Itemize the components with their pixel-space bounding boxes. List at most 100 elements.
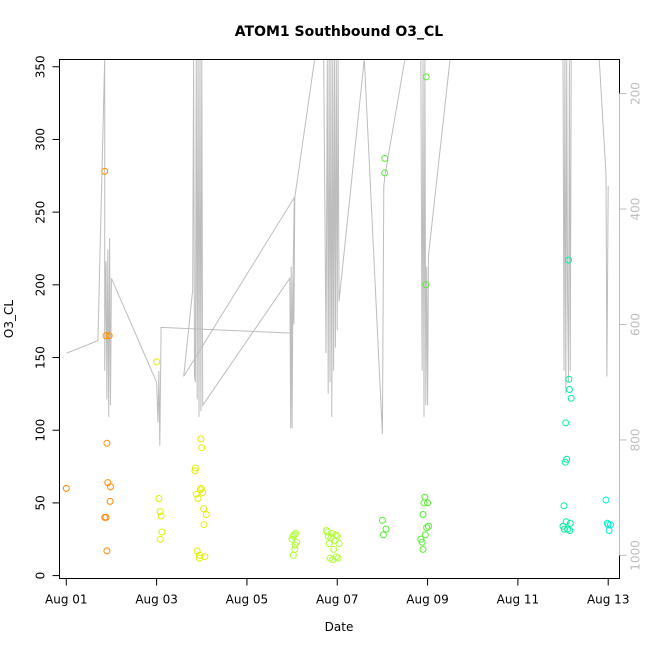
right-y-tick-label: 1000 xyxy=(629,540,643,571)
right-axis-line-series xyxy=(66,59,609,446)
scatter-point xyxy=(105,332,113,340)
scatter-point xyxy=(565,256,572,264)
scatter-point xyxy=(192,490,200,498)
scatter-point xyxy=(567,394,575,402)
scatter-point xyxy=(191,464,199,472)
scatter-point xyxy=(191,467,199,475)
scatter-point xyxy=(381,154,389,162)
scatter-point xyxy=(422,281,430,289)
scatter-point xyxy=(156,508,164,516)
scatter-point xyxy=(423,524,431,532)
scatter-point xyxy=(334,554,342,562)
right-y-tick-label: 400 xyxy=(629,198,643,221)
scatter-point xyxy=(328,529,336,537)
scatter-point xyxy=(103,547,111,555)
y-tick-label: 100 xyxy=(34,419,48,442)
x-axis-label: Date xyxy=(325,620,354,634)
scatter-point xyxy=(382,525,390,533)
x-tick-label: Aug 13 xyxy=(587,593,630,607)
right-y-tick-label: 600 xyxy=(629,313,643,336)
scatter-point xyxy=(605,527,613,534)
y-axis-right: 200 400 600 800 1000 xyxy=(619,82,643,571)
scatter-point xyxy=(202,511,210,518)
y-tick-label: 0 xyxy=(34,572,48,580)
scatter-point xyxy=(200,505,208,513)
x-tick-label: Aug 05 xyxy=(226,593,269,607)
scatter-point xyxy=(562,518,570,526)
y-tick-label: 50 xyxy=(34,495,48,510)
y-tick-label: 200 xyxy=(34,273,48,296)
y-tick-label: 350 xyxy=(34,55,48,78)
scatter-point xyxy=(155,495,163,502)
chart-title: ATOM1 Southbound O3_CL xyxy=(235,24,443,40)
scatter-point xyxy=(323,528,331,536)
scatter-point xyxy=(158,528,166,536)
scatter-point xyxy=(425,522,432,530)
scatter-point xyxy=(602,496,610,504)
scatter-point xyxy=(563,455,571,463)
y-tick-label: 150 xyxy=(34,346,48,369)
scatter-point xyxy=(419,545,427,553)
scatter-point xyxy=(422,73,430,81)
scatter-point xyxy=(156,535,164,543)
scatter-point xyxy=(291,545,299,553)
y-axis-label: O3_CL xyxy=(2,300,16,338)
scatter-point xyxy=(194,495,202,502)
scatter-point xyxy=(199,489,207,497)
scatter-point xyxy=(157,512,165,520)
scatter-point xyxy=(198,444,206,452)
scatter-point xyxy=(289,551,297,559)
scatter-point xyxy=(197,484,205,492)
scatter-point xyxy=(378,516,386,524)
right-y-tick-label: 200 xyxy=(629,82,643,105)
line-series-0 xyxy=(66,59,609,446)
scatter-point xyxy=(418,538,426,546)
scatter-point xyxy=(62,484,70,492)
scatter-point xyxy=(560,502,568,510)
scatter-point xyxy=(201,553,209,561)
y-tick-label: 300 xyxy=(34,128,48,151)
right-y-tick-label: 800 xyxy=(629,428,643,451)
scatter-point xyxy=(292,529,300,537)
x-tick-label: Aug 09 xyxy=(406,593,449,607)
x-axis: Aug 01 Aug 03 Aug 05 Aug 07 Aug 09 Aug 11 Aug … xyxy=(45,578,630,607)
scatter-point xyxy=(107,483,114,491)
scatter-point xyxy=(379,531,387,539)
scatter-point xyxy=(106,497,114,505)
scatter-point xyxy=(424,499,432,507)
x-tick-label: Aug 07 xyxy=(316,593,359,607)
y-axis-left: 0 50 100 150 200 250 300 350 xyxy=(34,55,60,579)
scatter-point xyxy=(293,538,301,546)
scatter-point xyxy=(200,521,208,529)
x-tick-label: Aug 01 xyxy=(45,593,88,607)
scatter-point xyxy=(562,419,570,427)
scatter-point xyxy=(566,527,574,534)
scatter-point xyxy=(102,332,110,340)
scatter-point xyxy=(607,521,614,529)
scatter-point xyxy=(332,553,340,561)
scatter-points xyxy=(62,73,614,564)
plot-frame xyxy=(59,59,620,579)
x-tick-label: Aug 11 xyxy=(497,593,540,607)
scatter-point xyxy=(333,532,341,540)
y-tick-label: 250 xyxy=(34,201,48,224)
scatter-point xyxy=(102,513,110,521)
scatter-point xyxy=(381,169,389,177)
scatter-point xyxy=(101,167,109,175)
scatter-point xyxy=(565,386,573,393)
scatter-point xyxy=(335,540,343,548)
scatter-point xyxy=(330,545,338,553)
scatter-point xyxy=(419,511,427,518)
scatter-point xyxy=(566,519,574,527)
scatter-point xyxy=(290,531,298,539)
scatter-point xyxy=(421,531,429,539)
scatter-point xyxy=(153,358,161,366)
scatter-point xyxy=(421,493,429,501)
scatter-point xyxy=(332,531,340,539)
x-tick-label: Aug 03 xyxy=(135,593,178,607)
scatter-point xyxy=(197,435,205,443)
scatter-point xyxy=(325,540,333,548)
scatter-point xyxy=(103,439,111,447)
scatter-point xyxy=(603,519,611,527)
